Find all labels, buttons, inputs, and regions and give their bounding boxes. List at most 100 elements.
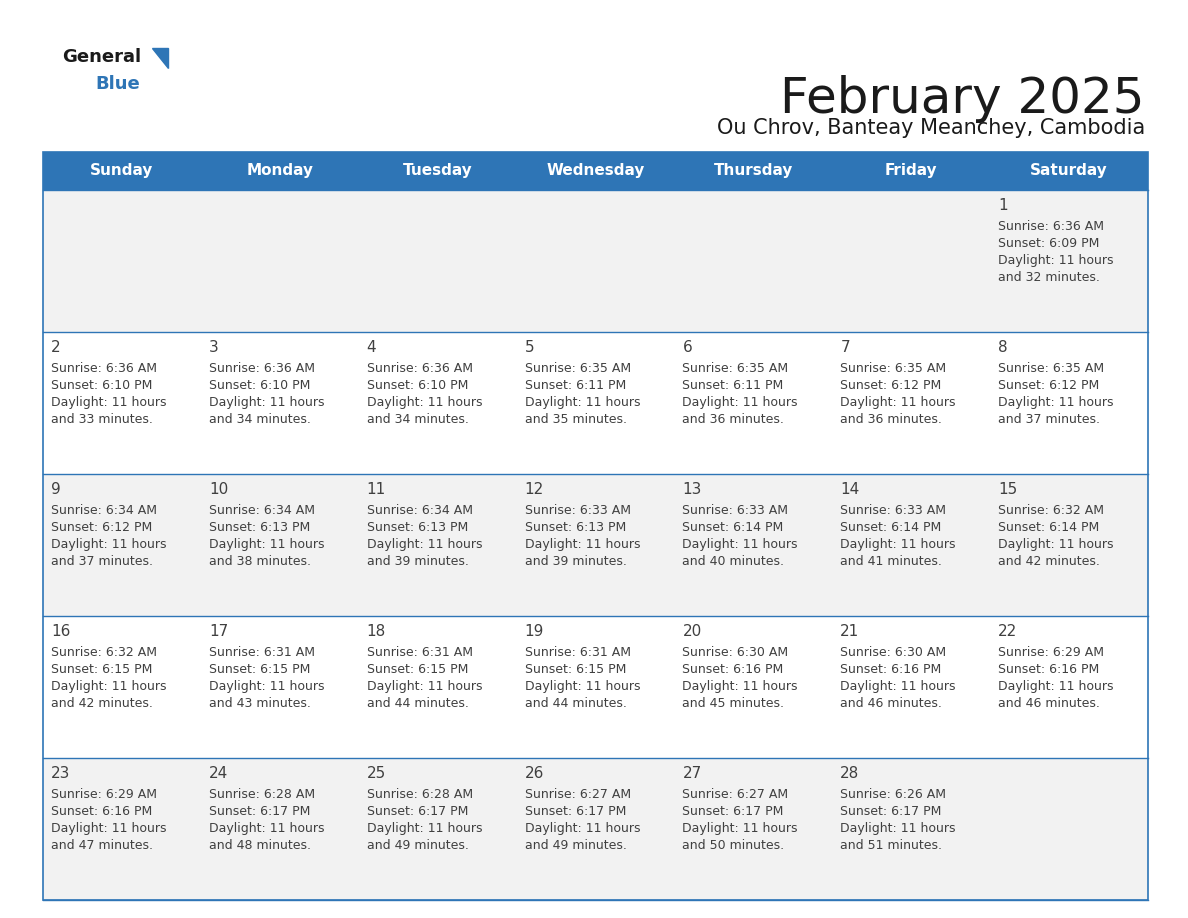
- Text: and 37 minutes.: and 37 minutes.: [51, 555, 153, 568]
- Text: General: General: [62, 48, 141, 66]
- Text: Sunrise: 6:36 AM: Sunrise: 6:36 AM: [51, 362, 157, 375]
- Text: Daylight: 11 hours: Daylight: 11 hours: [682, 396, 798, 409]
- Text: Sunrise: 6:30 AM: Sunrise: 6:30 AM: [840, 646, 947, 659]
- Text: and 36 minutes.: and 36 minutes.: [682, 413, 784, 426]
- Text: 11: 11: [367, 482, 386, 497]
- Text: Sunrise: 6:31 AM: Sunrise: 6:31 AM: [209, 646, 315, 659]
- Text: Wednesday: Wednesday: [546, 163, 645, 178]
- Text: 19: 19: [525, 624, 544, 639]
- Text: Sunset: 6:17 PM: Sunset: 6:17 PM: [682, 805, 784, 818]
- Text: and 39 minutes.: and 39 minutes.: [525, 555, 626, 568]
- Text: Sunrise: 6:33 AM: Sunrise: 6:33 AM: [525, 504, 631, 517]
- Text: 12: 12: [525, 482, 544, 497]
- Text: Sunrise: 6:27 AM: Sunrise: 6:27 AM: [525, 788, 631, 801]
- Text: and 36 minutes.: and 36 minutes.: [840, 413, 942, 426]
- Polygon shape: [152, 48, 168, 68]
- Text: Ou Chrov, Banteay Meanchey, Cambodia: Ou Chrov, Banteay Meanchey, Cambodia: [716, 118, 1145, 138]
- Text: 7: 7: [840, 340, 849, 355]
- Text: Sunrise: 6:36 AM: Sunrise: 6:36 AM: [367, 362, 473, 375]
- Text: Sunset: 6:09 PM: Sunset: 6:09 PM: [998, 237, 1100, 250]
- Text: and 47 minutes.: and 47 minutes.: [51, 839, 153, 852]
- Text: Daylight: 11 hours: Daylight: 11 hours: [998, 538, 1113, 551]
- Text: 21: 21: [840, 624, 860, 639]
- Text: and 40 minutes.: and 40 minutes.: [682, 555, 784, 568]
- Text: 1: 1: [998, 198, 1007, 213]
- Text: Daylight: 11 hours: Daylight: 11 hours: [367, 680, 482, 693]
- Text: Sunset: 6:15 PM: Sunset: 6:15 PM: [367, 663, 468, 676]
- Text: Sunrise: 6:26 AM: Sunrise: 6:26 AM: [840, 788, 947, 801]
- Text: Sunrise: 6:28 AM: Sunrise: 6:28 AM: [367, 788, 473, 801]
- Text: Daylight: 11 hours: Daylight: 11 hours: [367, 822, 482, 835]
- Text: 9: 9: [51, 482, 61, 497]
- Bar: [43, 152, 1148, 190]
- Text: Daylight: 11 hours: Daylight: 11 hours: [840, 822, 956, 835]
- Text: 6: 6: [682, 340, 693, 355]
- Bar: [43, 152, 1148, 900]
- Text: Sunrise: 6:31 AM: Sunrise: 6:31 AM: [525, 646, 631, 659]
- Text: Monday: Monday: [246, 163, 314, 178]
- Text: Daylight: 11 hours: Daylight: 11 hours: [525, 680, 640, 693]
- Text: Daylight: 11 hours: Daylight: 11 hours: [51, 680, 166, 693]
- Text: 15: 15: [998, 482, 1017, 497]
- Text: Sunset: 6:12 PM: Sunset: 6:12 PM: [998, 379, 1099, 392]
- Text: 20: 20: [682, 624, 702, 639]
- Text: Sunrise: 6:34 AM: Sunrise: 6:34 AM: [367, 504, 473, 517]
- Text: and 51 minutes.: and 51 minutes.: [840, 839, 942, 852]
- Text: Sunset: 6:11 PM: Sunset: 6:11 PM: [525, 379, 626, 392]
- Text: Daylight: 11 hours: Daylight: 11 hours: [51, 822, 166, 835]
- Text: Thursday: Thursday: [714, 163, 794, 178]
- Text: Daylight: 11 hours: Daylight: 11 hours: [840, 396, 956, 409]
- Text: and 46 minutes.: and 46 minutes.: [840, 697, 942, 710]
- Text: Sunrise: 6:35 AM: Sunrise: 6:35 AM: [998, 362, 1105, 375]
- Text: 18: 18: [367, 624, 386, 639]
- Text: Sunrise: 6:34 AM: Sunrise: 6:34 AM: [51, 504, 157, 517]
- Text: Daylight: 11 hours: Daylight: 11 hours: [682, 822, 798, 835]
- Text: and 44 minutes.: and 44 minutes.: [525, 697, 626, 710]
- Text: Sunrise: 6:36 AM: Sunrise: 6:36 AM: [209, 362, 315, 375]
- Text: Sunset: 6:14 PM: Sunset: 6:14 PM: [682, 521, 784, 534]
- Text: Sunset: 6:15 PM: Sunset: 6:15 PM: [51, 663, 152, 676]
- Text: Sunset: 6:17 PM: Sunset: 6:17 PM: [525, 805, 626, 818]
- Text: Daylight: 11 hours: Daylight: 11 hours: [998, 680, 1113, 693]
- Text: Sunset: 6:10 PM: Sunset: 6:10 PM: [367, 379, 468, 392]
- Text: and 43 minutes.: and 43 minutes.: [209, 697, 311, 710]
- Bar: [43, 190, 1148, 332]
- Text: Sunday: Sunday: [90, 163, 153, 178]
- Text: Sunset: 6:15 PM: Sunset: 6:15 PM: [209, 663, 310, 676]
- Text: Sunset: 6:10 PM: Sunset: 6:10 PM: [51, 379, 152, 392]
- Text: 27: 27: [682, 766, 702, 781]
- Text: and 49 minutes.: and 49 minutes.: [367, 839, 468, 852]
- Text: and 44 minutes.: and 44 minutes.: [367, 697, 468, 710]
- Text: 25: 25: [367, 766, 386, 781]
- Text: Sunset: 6:16 PM: Sunset: 6:16 PM: [51, 805, 152, 818]
- Text: Sunset: 6:14 PM: Sunset: 6:14 PM: [998, 521, 1099, 534]
- Text: Daylight: 11 hours: Daylight: 11 hours: [367, 396, 482, 409]
- Text: Sunrise: 6:33 AM: Sunrise: 6:33 AM: [682, 504, 789, 517]
- Text: Daylight: 11 hours: Daylight: 11 hours: [840, 538, 956, 551]
- Text: and 37 minutes.: and 37 minutes.: [998, 413, 1100, 426]
- Text: Sunset: 6:17 PM: Sunset: 6:17 PM: [840, 805, 942, 818]
- Text: 4: 4: [367, 340, 377, 355]
- Text: Sunset: 6:17 PM: Sunset: 6:17 PM: [209, 805, 310, 818]
- Text: Sunset: 6:13 PM: Sunset: 6:13 PM: [525, 521, 626, 534]
- Text: February 2025: February 2025: [781, 75, 1145, 123]
- Text: Sunset: 6:11 PM: Sunset: 6:11 PM: [682, 379, 784, 392]
- Text: Sunrise: 6:35 AM: Sunrise: 6:35 AM: [525, 362, 631, 375]
- Text: Sunset: 6:12 PM: Sunset: 6:12 PM: [840, 379, 942, 392]
- Text: 3: 3: [209, 340, 219, 355]
- Text: and 50 minutes.: and 50 minutes.: [682, 839, 784, 852]
- Text: Sunrise: 6:31 AM: Sunrise: 6:31 AM: [367, 646, 473, 659]
- Text: 24: 24: [209, 766, 228, 781]
- Bar: [43, 332, 1148, 474]
- Bar: [43, 616, 1148, 758]
- Text: Sunrise: 6:35 AM: Sunrise: 6:35 AM: [682, 362, 789, 375]
- Text: 5: 5: [525, 340, 535, 355]
- Text: Daylight: 11 hours: Daylight: 11 hours: [525, 822, 640, 835]
- Text: and 33 minutes.: and 33 minutes.: [51, 413, 153, 426]
- Text: Tuesday: Tuesday: [403, 163, 473, 178]
- Text: Sunrise: 6:32 AM: Sunrise: 6:32 AM: [998, 504, 1104, 517]
- Text: and 45 minutes.: and 45 minutes.: [682, 697, 784, 710]
- Text: Sunset: 6:13 PM: Sunset: 6:13 PM: [367, 521, 468, 534]
- Text: Daylight: 11 hours: Daylight: 11 hours: [998, 254, 1113, 267]
- Text: 28: 28: [840, 766, 860, 781]
